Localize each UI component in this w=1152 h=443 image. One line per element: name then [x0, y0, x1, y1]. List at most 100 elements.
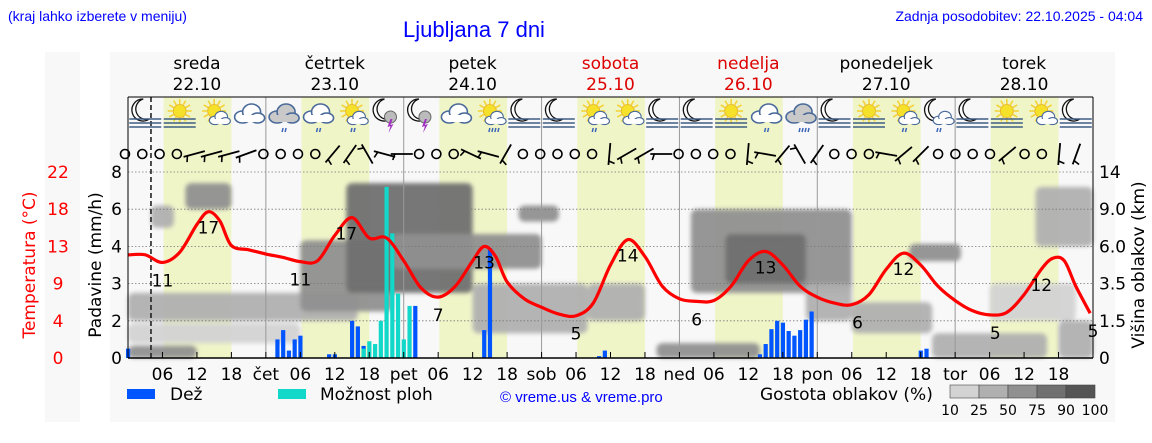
- wind-feather: [1001, 158, 1006, 165]
- raindrop: [353, 127, 356, 133]
- sun-ray: [1046, 104, 1053, 109]
- moon-fog-icon: [508, 98, 541, 128]
- rain-bar: [327, 354, 332, 358]
- wind-barb-icon: [634, 147, 654, 164]
- sun-icon: [719, 99, 744, 123]
- wind-feather: [619, 157, 623, 164]
- rain-bar: [292, 339, 297, 358]
- sun-ray: [185, 104, 191, 109]
- sun-ray: [616, 113, 623, 118]
- wind-calm-icon: [171, 148, 183, 160]
- cloud-fill: [213, 119, 227, 124]
- wind-feather: [651, 153, 656, 161]
- copyright-link[interactable]: © vreme.us & vreme.pro: [500, 389, 663, 406]
- wind-feather: [812, 159, 818, 166]
- showers-bar: [407, 305, 412, 358]
- wind-calm-icon: [413, 148, 425, 160]
- cloud-fill: [351, 119, 365, 124]
- precip-tick-label: 3: [111, 275, 122, 295]
- axes: 0 0 0 2 4 1.5 3 9 3.5 4 13 6.0 6 18 9.0 8 22 14 06 12 18 čet 0…: [47, 54, 1126, 385]
- rain-bar: [487, 248, 493, 358]
- raindrop: [939, 127, 942, 133]
- raindrop: [763, 127, 767, 133]
- x-tick-label: 12: [875, 365, 897, 385]
- sun-ray: [724, 100, 729, 106]
- temperature-min-label: 5: [990, 324, 1001, 344]
- showers-bar: [367, 341, 372, 358]
- precip-axis-title: Padavine (mm/h): [86, 192, 106, 337]
- x-tick-label: 12: [186, 365, 208, 385]
- x-tick-label: 18: [358, 365, 380, 385]
- wind-barb-icon: [809, 144, 825, 166]
- x-tick-label: 12: [600, 365, 622, 385]
- wind-feather: [345, 159, 351, 166]
- cloud-fill: [489, 119, 502, 124]
- cloud-scale-label: 100: [1082, 403, 1109, 419]
- rain-bar: [413, 305, 418, 358]
- temp-tick-label: 13: [47, 237, 69, 257]
- cloud-density-scale: 10 25 50 75 90 100: [941, 384, 1109, 419]
- sun-ray: [858, 104, 864, 109]
- sun-ray: [871, 100, 876, 106]
- wind-feather: [373, 151, 379, 158]
- sun-ray: [736, 104, 742, 109]
- moon-fog-icon: [956, 98, 989, 128]
- sun-ray: [892, 113, 898, 118]
- rain-bar: [281, 330, 286, 358]
- wind-calm-icon: [984, 148, 996, 160]
- wind-barb-icon: [650, 153, 673, 161]
- x-tick-label: 18: [221, 365, 243, 385]
- cloud-scale-label: 90: [1057, 403, 1075, 419]
- cloud-patch: [185, 183, 232, 210]
- sun-ray: [630, 100, 635, 106]
- wind-barb-icon: [499, 144, 512, 166]
- cloud-patch: [932, 333, 1048, 358]
- wind-barb-icon: [1057, 142, 1065, 166]
- menu-hint[interactable]: (kraj lahko izberete v meniju): [8, 8, 187, 24]
- cloud-icon: [440, 103, 473, 124]
- cloud-patch: [1058, 320, 1093, 358]
- sun-ray: [492, 100, 497, 106]
- cloud-height-tick-label: 1.5: [1099, 312, 1126, 332]
- sun-cloud-icon: [1029, 99, 1059, 126]
- wind-feather: [608, 160, 615, 165]
- day-name: četrtek: [305, 54, 366, 74]
- cloud-fill: [240, 115, 259, 122]
- sun-ray: [168, 104, 175, 109]
- temperature-max-label: 14: [617, 247, 639, 267]
- precipitation-bars: [126, 186, 929, 358]
- sun-ray: [168, 113, 175, 118]
- raindrop: [801, 127, 804, 133]
- x-tick-label: 06: [152, 365, 174, 385]
- raindrop: [284, 127, 287, 133]
- sun-ray: [874, 104, 880, 109]
- x-tick-label: 18: [772, 365, 794, 385]
- temp-tick-label: 0: [53, 349, 64, 369]
- rain-bar: [355, 326, 360, 358]
- cloud-icon: [898, 110, 921, 126]
- rain-bar: [482, 330, 487, 358]
- weather-icons-row: [129, 98, 1092, 133]
- rain-bar: [803, 319, 808, 358]
- rain-bar: [924, 348, 929, 358]
- raindrop: [315, 127, 319, 133]
- wind-feather: [754, 152, 759, 159]
- sun-ray: [1009, 100, 1014, 106]
- sun-ray: [203, 104, 209, 109]
- day-date: 25.10: [586, 75, 635, 95]
- sun-cloud-light-rain-icon: [891, 99, 921, 133]
- temperature-max-label: 17: [335, 225, 357, 245]
- wind-feather: [327, 158, 333, 166]
- sun-ray: [858, 113, 864, 118]
- wind-calm-icon: [154, 148, 165, 160]
- temperature-min-label: 5: [571, 325, 582, 345]
- wind-calm-icon: [292, 148, 304, 160]
- cloud-icon: [932, 110, 955, 126]
- x-tick-label: 06: [290, 365, 312, 385]
- cloud-patch: [587, 283, 645, 321]
- legend-rain-label: Dež: [170, 385, 203, 405]
- precip-tick-label: 0: [111, 349, 122, 369]
- cloud-fill: [1040, 119, 1054, 124]
- sun-ray: [582, 113, 588, 118]
- day-name: torek: [1002, 54, 1046, 74]
